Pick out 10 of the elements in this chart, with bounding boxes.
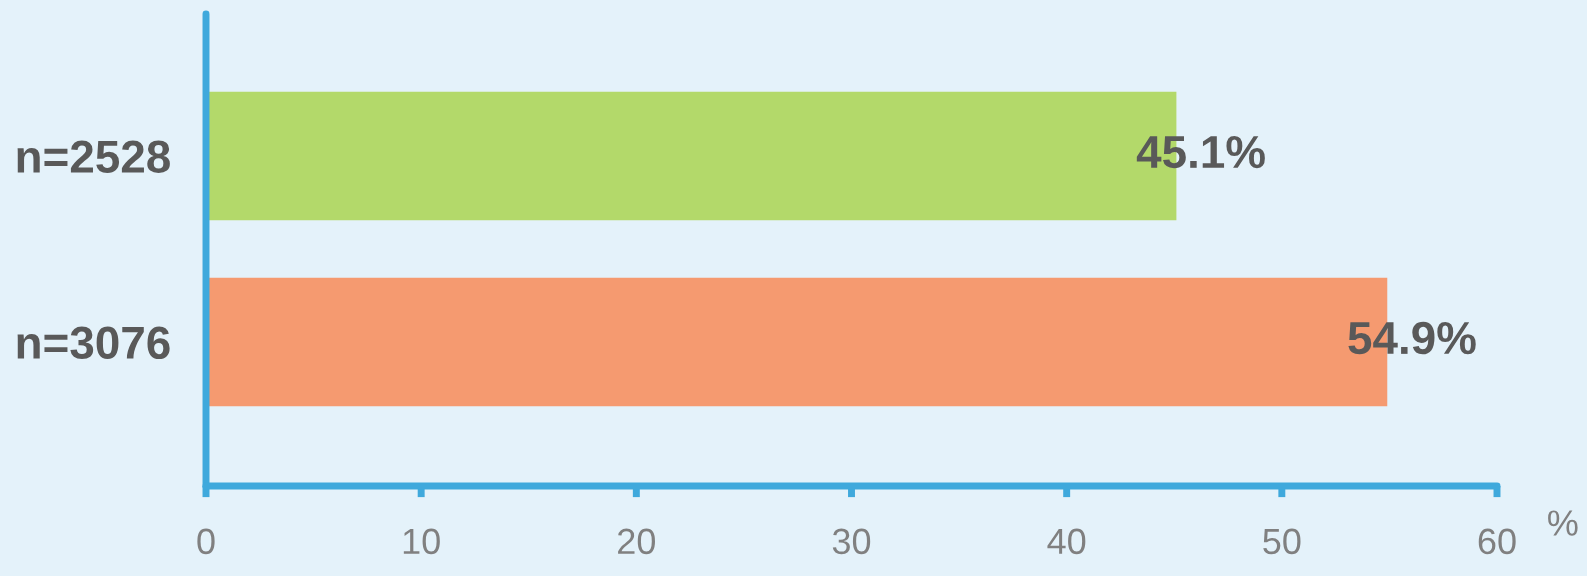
x-tick-label: 20 [618,528,656,555]
x-axis-title: % [1548,510,1578,536]
x-tick-label: 60 [1478,528,1516,555]
y-tick-label: n=3076 [17,326,170,360]
y-tick-label: n=2528 [17,140,170,174]
x-tick-label: 40 [1047,528,1086,555]
x-tick-label: 50 [1263,528,1301,555]
x-tick-label: 10 [403,528,440,555]
x-tick-label: 0 [197,528,215,555]
x-tick-label: 30 [832,528,871,555]
